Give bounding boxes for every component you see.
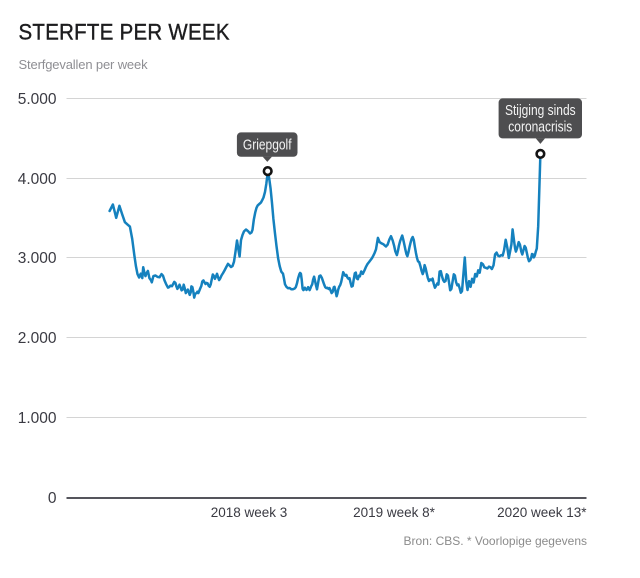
svg-text:4.000: 4.000 [18,171,57,188]
svg-text:2019 week 8*: 2019 week 8* [353,505,436,520]
svg-text:STERFTE PER WEEK: STERFTE PER WEEK [19,20,230,45]
svg-text:Stijging sinds: Stijging sinds [505,102,576,119]
svg-text:Bron: CBS. * Voorlopige gegeve: Bron: CBS. * Voorlopige gegevens [404,534,587,548]
svg-text:2020 week 13*: 2020 week 13* [497,505,587,520]
svg-text:2018 week 3: 2018 week 3 [211,505,288,520]
svg-text:2.000: 2.000 [18,330,57,347]
svg-text:coronacrisis: coronacrisis [508,118,572,135]
svg-text:3.000: 3.000 [18,250,57,267]
svg-text:5.000: 5.000 [18,91,57,108]
svg-text:Sterfgevallen per week: Sterfgevallen per week [19,57,149,72]
svg-text:1.000: 1.000 [18,410,57,427]
svg-text:Griepgolf: Griepgolf [243,136,292,153]
svg-text:0: 0 [48,490,57,507]
